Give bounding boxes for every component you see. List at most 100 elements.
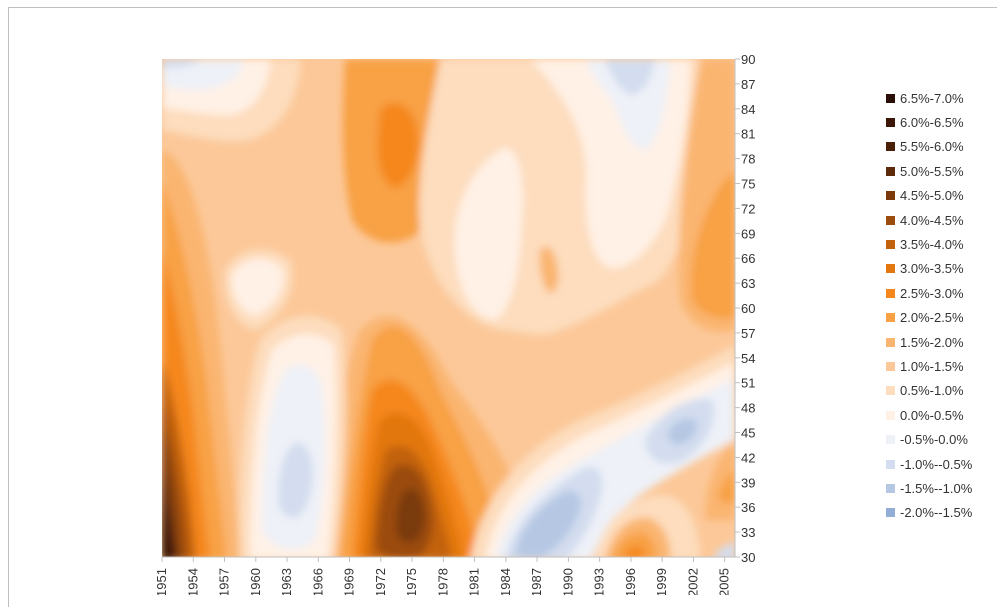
contour-region [623, 546, 645, 557]
y-tick-label: 48 [741, 401, 755, 416]
legend-swatch [886, 508, 895, 518]
legend-label: 1.0%-1.5% [900, 358, 964, 374]
legend-swatch [886, 483, 895, 493]
legend-item: -0.5%-0.0% [886, 427, 994, 451]
legend-item: 3.5%-4.0% [886, 232, 994, 256]
legend-item: -2.0%--1.5% [886, 501, 994, 525]
contour-region [613, 532, 657, 557]
x-tick-label: 1996 [623, 568, 638, 595]
legend: 6.5%-7.0% 6.0%-6.5% 5.5%-6.0% 5.0%-5.5% 4.5%… [886, 86, 994, 525]
legend-swatch [886, 361, 895, 371]
y-tick-label: 57 [741, 326, 755, 341]
y-axis: 30 33 36 39 42 45 48 51 54 57 60 63 66 69 72 75 78 81 84 87… [734, 52, 755, 565]
legend-swatch [886, 240, 895, 250]
legend-label: 6.0%-6.5% [900, 115, 964, 131]
x-tick-label: 1987 [529, 568, 544, 595]
legend-item: 2.0%-2.5% [886, 306, 994, 330]
x-tick-label: 1951 [154, 568, 169, 595]
legend-swatch [886, 337, 895, 347]
legend-swatch [886, 142, 895, 152]
legend-item: 0.5%-1.0% [886, 379, 994, 403]
contour-region [515, 491, 581, 557]
y-tick-label: 39 [741, 475, 755, 490]
contour-region [454, 148, 523, 320]
legend-label: 2.0%-2.5% [900, 310, 964, 326]
legend-item: 1.0%-1.5% [886, 354, 994, 378]
legend-label: 0.5%-1.0% [900, 383, 964, 399]
y-tick-label: 84 [741, 102, 755, 117]
legend-label: 3.5%-4.0% [900, 237, 964, 253]
legend-item: 6.0%-6.5% [886, 110, 994, 134]
legend-swatch [886, 215, 895, 225]
legend-swatch [886, 459, 895, 469]
legend-item: -1.5%--1.0% [886, 476, 994, 500]
y-tick-label: 81 [741, 127, 755, 142]
legend-item: 5.0%-5.5% [886, 159, 994, 183]
x-tick-label: 1954 [185, 568, 200, 595]
x-tick-label: 2005 [717, 568, 732, 595]
x-tick-label: 1984 [498, 568, 513, 595]
y-tick-label: 45 [741, 426, 755, 441]
legend-label: 5.0%-5.5% [900, 163, 964, 179]
x-tick-label: 1993 [592, 568, 607, 595]
y-tick-label: 72 [741, 201, 755, 216]
legend-item: 4.5%-5.0% [886, 184, 994, 208]
contour-region [377, 103, 419, 188]
x-tick-label: 1960 [248, 568, 263, 595]
legend-label: 4.0%-4.5% [900, 212, 964, 228]
legend-swatch [886, 435, 895, 445]
legend-label: -2.0%--1.5% [900, 505, 973, 521]
contour-regions [162, 59, 735, 557]
x-tick-label: 1957 [217, 568, 232, 595]
y-tick-label: 33 [741, 525, 755, 540]
legend-swatch [886, 313, 895, 323]
legend-swatch [886, 118, 895, 128]
contour-region [231, 258, 284, 316]
legend-swatch [886, 264, 895, 274]
y-tick-label: 42 [741, 450, 755, 465]
y-tick-label: 60 [741, 301, 755, 316]
contour-region [691, 170, 735, 319]
y-tick-label: 69 [741, 226, 755, 241]
x-tick-label: 1981 [467, 568, 482, 595]
y-tick-label: 36 [741, 500, 755, 515]
y-tick-label: 30 [741, 550, 755, 565]
legend-label: 6.5%-7.0% [900, 90, 964, 106]
y-tick-label: 51 [741, 376, 755, 391]
legend-label: 4.5%-5.0% [900, 188, 964, 204]
contour-region [605, 59, 655, 95]
legend-swatch [886, 166, 895, 176]
x-tick-label: 1978 [435, 568, 450, 595]
legend-item: 5.5%-6.0% [886, 135, 994, 159]
contour-region [278, 442, 313, 518]
contour-region [713, 542, 735, 557]
legend-label: 2.5%-3.0% [900, 285, 964, 301]
legend-item: 0.0%-0.5% [886, 403, 994, 427]
y-tick-label: 54 [741, 351, 755, 366]
y-tick-label: 87 [741, 77, 755, 92]
y-tick-label: 66 [741, 251, 755, 266]
x-tick-label: 1975 [404, 568, 419, 595]
legend-label: 1.5%-2.0% [900, 334, 964, 350]
legend-swatch [886, 386, 895, 396]
legend-swatch [886, 288, 895, 298]
legend-item: 1.5%-2.0% [886, 330, 994, 354]
legend-swatch [886, 191, 895, 201]
contour-region [718, 470, 735, 505]
x-tick-label: 1966 [310, 568, 325, 595]
chart-frame [8, 7, 997, 607]
legend-label: -1.0%--0.5% [900, 456, 973, 472]
contour-region [585, 59, 670, 150]
y-tick-label: 75 [741, 177, 755, 192]
contour-region [162, 59, 200, 68]
legend-item: 6.5%-7.0% [886, 86, 994, 110]
legend-label: 0.0%-0.5% [900, 407, 964, 423]
x-tick-label: 1969 [342, 568, 357, 595]
contour-region [667, 418, 698, 445]
legend-swatch [886, 410, 895, 420]
x-tick-label: 1990 [560, 568, 575, 595]
legend-label: -1.5%--1.0% [900, 480, 973, 496]
legend-label: 5.5%-6.0% [900, 139, 964, 155]
x-axis: 1951 1954 1957 1960 1963 1966 1969 1972 1975 1978… [154, 556, 735, 595]
